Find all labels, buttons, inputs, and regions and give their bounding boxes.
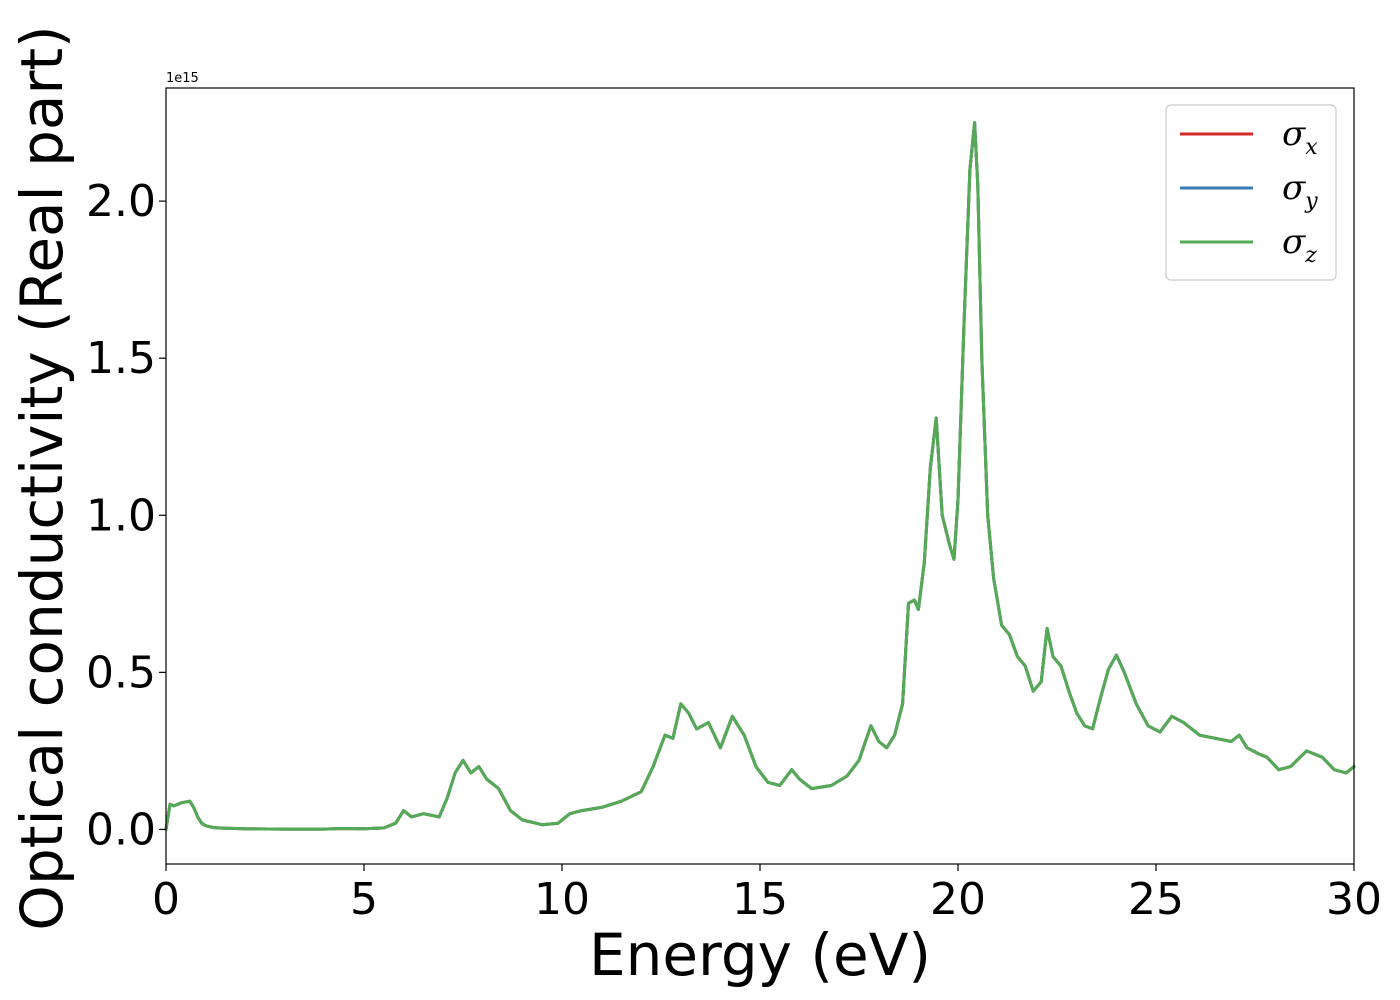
x-tick-label: 20: [930, 874, 986, 925]
legend-subscript: z: [1304, 243, 1317, 268]
legend-label-x: σx: [1282, 114, 1318, 160]
legend-label-y: σy: [1282, 168, 1318, 214]
x-tick-label: 15: [732, 874, 788, 925]
y-tick-label: 1.0: [86, 490, 156, 541]
legend-subscript: x: [1305, 135, 1318, 160]
y-axis-ticks: 0.0 0.5 1.0 1.5 2.0: [86, 176, 166, 855]
y-tick-label: 0.0: [86, 804, 156, 855]
y-offset-label: 1e15: [166, 71, 199, 86]
legend-subscript: y: [1304, 189, 1318, 214]
x-axis-label: Energy (eV): [589, 921, 931, 989]
y-tick-label: 0.5: [86, 647, 156, 698]
y-tick-label: 2.0: [86, 176, 156, 227]
x-tick-label: 10: [534, 874, 590, 925]
y-tick-label: 1.5: [86, 333, 156, 384]
x-axis-ticks: 0 5 10 15 20 25 30: [152, 864, 1382, 925]
x-tick-label: 5: [350, 874, 378, 925]
x-tick-label: 0: [152, 874, 180, 925]
series-line-σz: [164, 121, 1356, 831]
y-axis-label: Optical conductivity (Real part): [8, 25, 76, 930]
series-layer: [164, 121, 1356, 831]
legend-box: [1165, 104, 1337, 281]
x-tick-label: 30: [1326, 874, 1382, 925]
x-tick-label: 25: [1128, 874, 1184, 925]
